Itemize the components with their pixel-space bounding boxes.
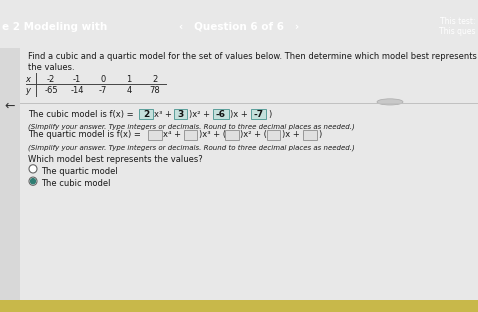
Text: -65: -65	[44, 86, 58, 95]
Text: ‹   Question 6 of 6   ›: ‹ Question 6 of 6 ›	[179, 22, 299, 32]
Text: 2: 2	[143, 110, 149, 119]
Bar	[0, 48, 20, 312]
Text: Which model best represents the values?: Which model best represents the values?	[28, 155, 203, 164]
Text: 1: 1	[126, 75, 131, 84]
Text: e 2 Modeling with: e 2 Modeling with	[2, 22, 108, 32]
FancyBboxPatch shape	[213, 109, 229, 119]
FancyBboxPatch shape	[267, 130, 280, 140]
Text: y: y	[25, 86, 30, 95]
Text: -1: -1	[73, 75, 81, 84]
FancyBboxPatch shape	[184, 130, 197, 140]
Text: x³ + (: x³ + (	[154, 110, 178, 119]
Text: ): )	[318, 130, 322, 139]
FancyBboxPatch shape	[148, 130, 162, 140]
Text: x⁴ + (: x⁴ + (	[163, 130, 187, 139]
FancyBboxPatch shape	[174, 109, 187, 119]
Text: )x³ + (: )x³ + (	[199, 130, 226, 139]
Text: (Simplify your answer. Type integers or decimals. Round to three decimal places : (Simplify your answer. Type integers or …	[28, 124, 355, 130]
FancyBboxPatch shape	[139, 109, 153, 119]
Text: 4: 4	[126, 86, 131, 95]
Text: -14: -14	[70, 86, 84, 95]
Ellipse shape	[377, 99, 403, 105]
Text: The quartic model: The quartic model	[41, 167, 118, 176]
FancyBboxPatch shape	[225, 130, 239, 140]
Text: The quartic model is f(x) =: The quartic model is f(x) =	[28, 130, 143, 139]
Text: -6: -6	[216, 110, 226, 119]
Text: (Simplify your answer. Type integers or decimals. Round to three decimal places : (Simplify your answer. Type integers or …	[28, 144, 355, 151]
Text: ): )	[268, 110, 271, 119]
Text: 3: 3	[177, 110, 184, 119]
Circle shape	[31, 179, 35, 184]
Text: The cubic model: The cubic model	[41, 179, 110, 188]
Circle shape	[29, 165, 37, 173]
Text: )x² + (: )x² + (	[240, 130, 267, 139]
Text: -7: -7	[253, 110, 263, 119]
Text: 78: 78	[150, 86, 161, 95]
Text: 2: 2	[152, 75, 158, 84]
Circle shape	[29, 177, 37, 185]
Text: This test:
This ques: This test: This ques	[439, 17, 476, 36]
Bar	[0, 300, 478, 312]
Text: )x + (: )x + (	[282, 130, 305, 139]
FancyBboxPatch shape	[303, 130, 317, 140]
Text: -7: -7	[99, 86, 107, 95]
Text: )x + (: )x + (	[230, 110, 254, 119]
Text: The cubic model is f(x) =: The cubic model is f(x) =	[28, 110, 136, 119]
Text: )x² + (: )x² + (	[189, 110, 216, 119]
Text: -2: -2	[47, 75, 55, 84]
Text: 0: 0	[100, 75, 106, 84]
FancyBboxPatch shape	[250, 109, 266, 119]
Text: x: x	[25, 75, 30, 84]
Text: Find a cubic and a quartic model for the set of values below. Then determine whi: Find a cubic and a quartic model for the…	[28, 52, 477, 72]
Text: ←: ←	[5, 100, 15, 113]
